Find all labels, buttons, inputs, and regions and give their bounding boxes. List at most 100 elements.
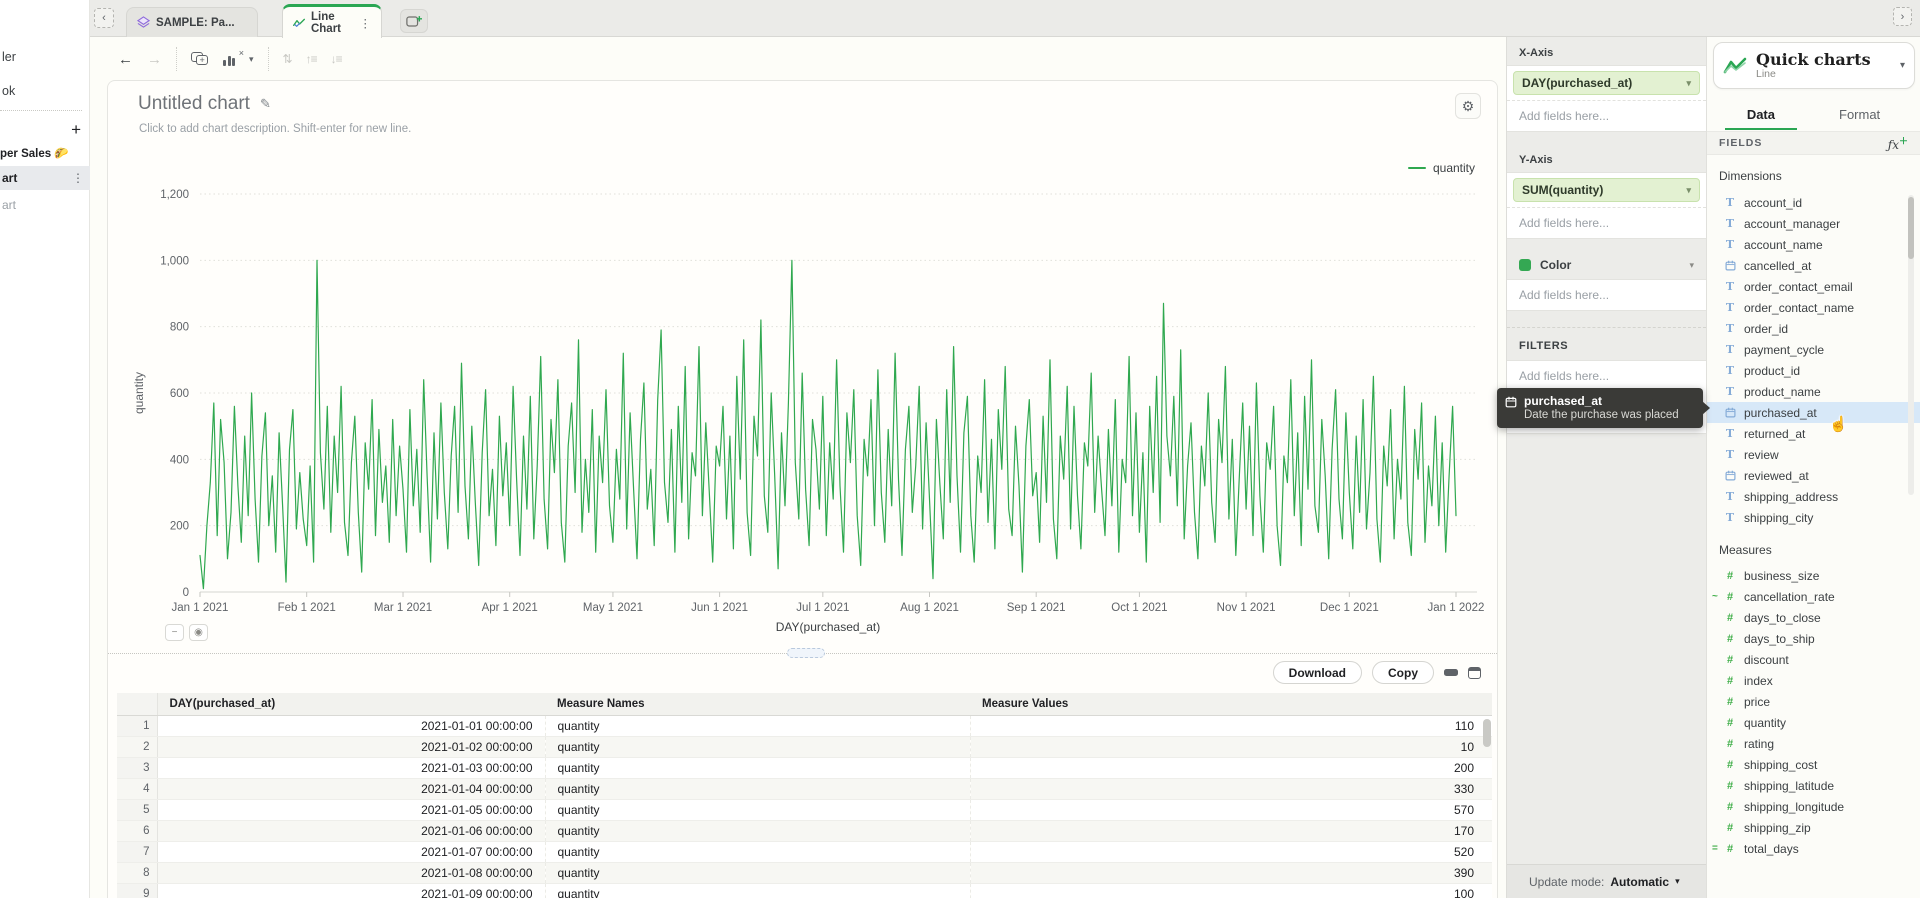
numeric-type-icon: #	[1724, 633, 1736, 645]
line-chart-plot[interactable]: 02004006008001,0001,200Jan 1 2021Feb 1 2…	[117, 177, 1498, 647]
field-days_to_close[interactable]: #days_to_close	[1707, 607, 1920, 628]
table-scrollbar-thumb[interactable]	[1483, 719, 1491, 747]
x-axis-field-pill[interactable]: DAY(purchased_at) ▾	[1513, 71, 1700, 95]
field-returned_at[interactable]: Treturned_at	[1707, 423, 1920, 444]
row-number-column-header[interactable]	[117, 693, 157, 715]
color-section-header[interactable]: Color ▾	[1507, 251, 1706, 279]
column-header[interactable]: Measure Values	[970, 693, 1492, 715]
chart-settings-button[interactable]: ⚙	[1455, 93, 1481, 119]
field-cancellation_rate[interactable]: ~#cancellation_rate	[1707, 586, 1920, 607]
x-axis-add-fields-dropzone[interactable]: Add fields here...	[1507, 100, 1706, 131]
sidebar-project-item[interactable]: per Sales 🌮	[0, 146, 69, 160]
chevron-down-icon[interactable]: ▾	[1686, 185, 1691, 196]
field-review[interactable]: Treview	[1707, 444, 1920, 465]
table-row[interactable]: 82021-01-08 00:00:00quantity390	[117, 862, 1492, 883]
sidebar-item-chart[interactable]: art	[2, 198, 16, 212]
reset-view-button[interactable]: ◉	[189, 624, 208, 641]
column-header[interactable]: DAY(purchased_at)	[157, 693, 545, 715]
y-axis-add-fields-dropzone[interactable]: Add fields here...	[1507, 207, 1706, 238]
fields-scrollbar-thumb[interactable]	[1908, 197, 1914, 259]
chevron-down-icon[interactable]: ▾	[1686, 78, 1691, 89]
resize-drag-handle[interactable]	[787, 648, 825, 658]
color-add-fields-dropzone[interactable]: Add fields here...	[1507, 280, 1706, 310]
x-tick-label: Feb 1 2021	[278, 602, 336, 614]
field-order_contact_email[interactable]: Torder_contact_email	[1707, 276, 1920, 297]
item-menu-icon[interactable]: ⋮	[72, 171, 84, 185]
field-total_days[interactable]: =#total_days	[1707, 838, 1920, 859]
collapsed-view-icon[interactable]	[1444, 669, 1458, 676]
field-quantity[interactable]: #quantity	[1707, 712, 1920, 733]
tab-line-chart[interactable]: Line Chart ⋮	[282, 4, 382, 38]
color-swatch-icon	[1519, 259, 1531, 271]
sidebar-item-truncated[interactable]: ler	[2, 50, 16, 64]
field-shipping_latitude[interactable]: #shipping_latitude	[1707, 775, 1920, 796]
tab-menu-icon[interactable]: ⋮	[360, 16, 372, 30]
field-account_name[interactable]: Taccount_name	[1707, 234, 1920, 255]
field-order_contact_name[interactable]: Torder_contact_name	[1707, 297, 1920, 318]
table-cell: 10	[970, 736, 1492, 757]
field-reviewed_at[interactable]: reviewed_at	[1707, 465, 1920, 486]
table-row[interactable]: 52021-01-05 00:00:00quantity570	[117, 799, 1492, 820]
sidebar-add-button[interactable]: +	[71, 120, 81, 140]
download-button[interactable]: Download	[1273, 661, 1362, 684]
field-index[interactable]: #index	[1707, 670, 1920, 691]
field-business_size[interactable]: #business_size	[1707, 565, 1920, 586]
table-row[interactable]: 22021-01-02 00:00:00quantity10	[117, 736, 1492, 757]
y-axis-field-pill[interactable]: SUM(quantity) ▾	[1513, 178, 1700, 202]
x-tick-label: Apr 1 2021	[482, 602, 538, 614]
tab-data[interactable]: Data	[1739, 107, 1783, 122]
field-shipping_longitude[interactable]: #shipping_longitude	[1707, 796, 1920, 817]
collapse-sidebar-button[interactable]: ‹	[94, 8, 114, 28]
table-row[interactable]: 12021-01-01 00:00:00quantity110	[117, 715, 1492, 736]
field-days_to_ship[interactable]: #days_to_ship	[1707, 628, 1920, 649]
table-row[interactable]: 42021-01-04 00:00:00quantity330	[117, 778, 1492, 799]
table-row[interactable]: 72021-01-07 00:00:00quantity520	[117, 841, 1492, 862]
sort-descending-button[interactable]: ↓≡	[331, 52, 342, 66]
field-shipping_city[interactable]: Tshipping_city	[1707, 507, 1920, 528]
chart-description-placeholder[interactable]: Click to add chart description. Shift-en…	[139, 123, 411, 135]
field-discount[interactable]: #discount	[1707, 649, 1920, 670]
swap-axes-button[interactable]: ⇅	[283, 52, 292, 66]
field-name: returned_at	[1744, 427, 1805, 441]
field-account_id[interactable]: Taccount_id	[1707, 192, 1920, 213]
undo-button[interactable]: ←	[118, 51, 133, 68]
chart-options-caret-icon[interactable]: ▾	[249, 54, 254, 65]
y-tick-label: 1,000	[160, 255, 189, 267]
field-cancelled_at[interactable]: cancelled_at	[1707, 255, 1920, 276]
field-payment_cycle[interactable]: Tpayment_cycle	[1707, 339, 1920, 360]
field-account_manager[interactable]: Taccount_manager	[1707, 213, 1920, 234]
field-price[interactable]: #price	[1707, 691, 1920, 712]
tab-format[interactable]: Format	[1831, 107, 1888, 122]
sort-ascending-button[interactable]: ↑≡	[306, 52, 317, 66]
line-series-quantity	[200, 260, 1456, 588]
remove-chart-button[interactable]: ×	[223, 53, 243, 66]
expand-panel-button[interactable]: ›	[1893, 7, 1912, 26]
add-calculated-field-button[interactable]: ƒx＋	[1888, 134, 1908, 152]
edit-title-icon[interactable]: ✎	[260, 96, 271, 112]
field-purchased_at[interactable]: purchased_at	[1707, 402, 1920, 423]
field-shipping_zip[interactable]: #shipping_zip	[1707, 817, 1920, 838]
table-row[interactable]: 92021-01-09 00:00:00quantity100	[117, 883, 1492, 898]
tab-sample-dataframe[interactable]: SAMPLE: Pa...	[126, 7, 258, 37]
sidebar-item-active-chart[interactable]: art ⋮	[0, 166, 90, 190]
expanded-view-icon[interactable]	[1468, 667, 1481, 679]
duplicate-chart-button[interactable]: +	[191, 52, 209, 66]
redo-button[interactable]: →	[147, 51, 162, 68]
field-rating[interactable]: #rating	[1707, 733, 1920, 754]
copy-button[interactable]: Copy	[1372, 661, 1434, 684]
field-order_id[interactable]: Torder_id	[1707, 318, 1920, 339]
column-header[interactable]: Measure Names	[545, 693, 970, 715]
field-shipping_cost[interactable]: #shipping_cost	[1707, 754, 1920, 775]
table-row[interactable]: 62021-01-06 00:00:00quantity170	[117, 820, 1492, 841]
field-shipping_address[interactable]: Tshipping_address	[1707, 486, 1920, 507]
field-name: shipping_longitude	[1744, 800, 1844, 814]
zoom-out-button[interactable]: −	[165, 624, 184, 641]
chart-title[interactable]: Untitled chart	[138, 93, 250, 115]
new-chart-tab-button[interactable]	[400, 9, 428, 33]
field-product_name[interactable]: Tproduct_name	[1707, 381, 1920, 402]
table-row[interactable]: 32021-01-03 00:00:00quantity200	[117, 757, 1492, 778]
update-mode-select[interactable]: Automatic	[1610, 875, 1669, 889]
sidebar-item-truncated[interactable]: ok	[2, 84, 15, 98]
field-product_id[interactable]: Tproduct_id	[1707, 360, 1920, 381]
chart-type-selector[interactable]: Quick charts Line ▾	[1713, 42, 1915, 89]
